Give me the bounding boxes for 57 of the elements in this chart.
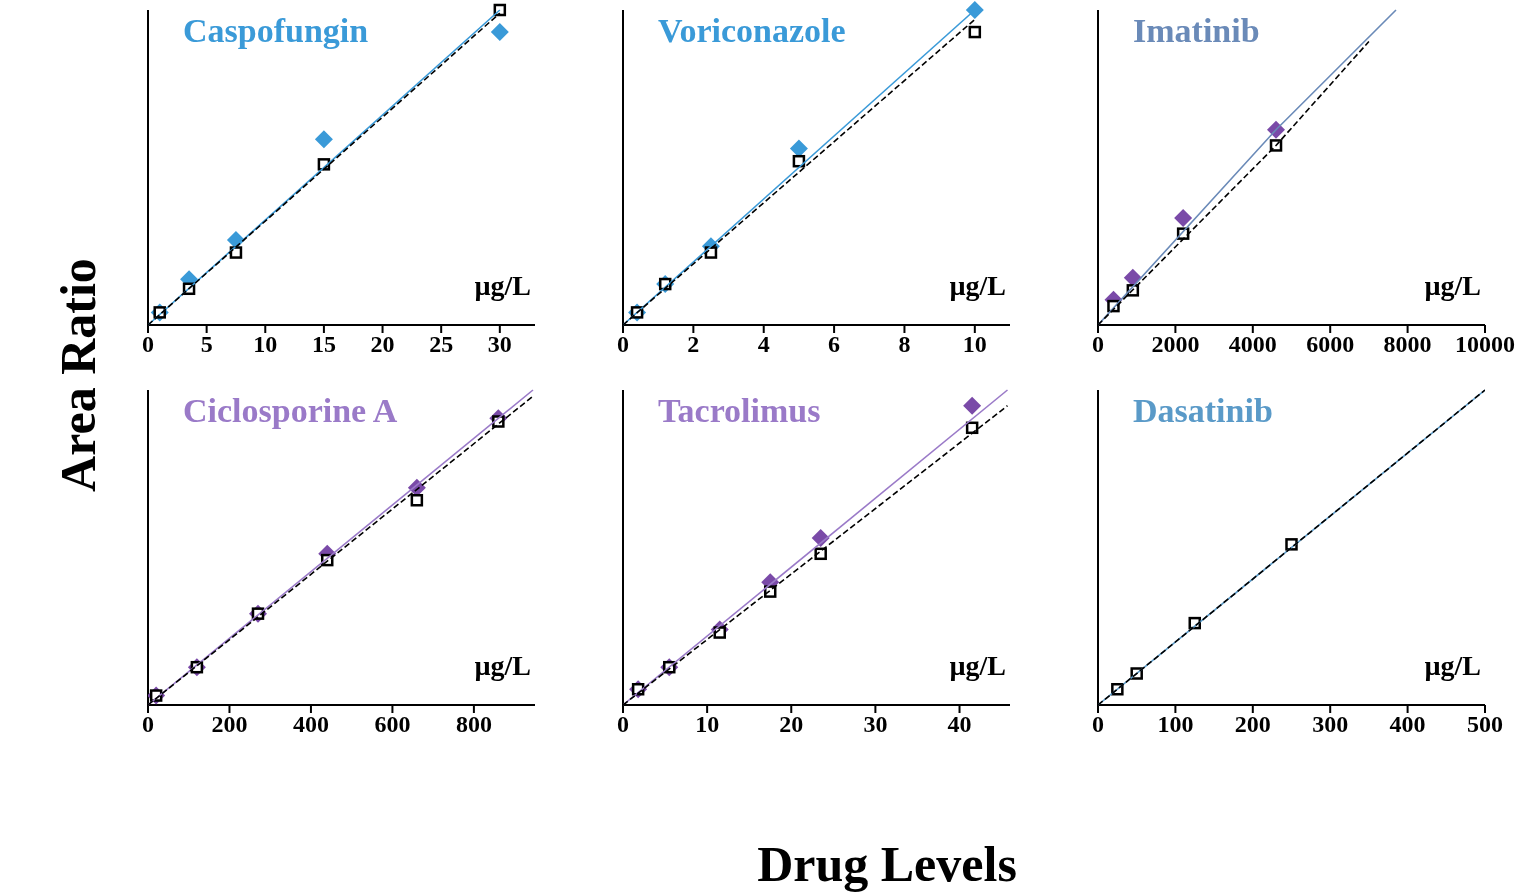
x-tick-label: 10: [253, 331, 278, 358]
x-tick-label: 600: [374, 711, 411, 738]
x-tick-label: 10: [695, 711, 720, 738]
annotation: µg/L: [949, 270, 1006, 302]
chart-title: Imatinib: [1133, 12, 1260, 50]
x-tick-label: 2000: [1151, 331, 1200, 358]
x-tick-label: 0: [617, 711, 629, 738]
annotation: µg/L: [474, 270, 531, 302]
x-tick-label: 200: [211, 711, 248, 738]
x-tick-label: 10000: [1455, 331, 1515, 358]
x-axis-title: Drug Levels: [757, 835, 1017, 893]
x-tick-label: 200: [1234, 711, 1271, 738]
x-tick-label: 0: [1092, 711, 1104, 738]
x-tick-label: 20: [370, 331, 395, 358]
x-tick-label: 400: [292, 711, 329, 738]
annotation: µg/L: [1424, 270, 1481, 302]
x-tick-label: 100: [1157, 711, 1194, 738]
x-tick-label: 500: [1467, 711, 1503, 738]
x-tick-label: 25: [429, 331, 454, 358]
x-tick-label: 8000: [1383, 331, 1432, 358]
x-tick-label: 20: [779, 711, 804, 738]
x-tick-label: 40: [947, 711, 972, 738]
annotation: µg/L: [1424, 650, 1481, 682]
x-tick-label: 30: [487, 331, 512, 358]
point: [410, 494, 424, 507]
annotation: µg/L: [474, 650, 531, 682]
point: [965, 1, 984, 19]
point: [229, 246, 243, 259]
x-tick-label: 6: [828, 331, 841, 358]
point: [968, 25, 982, 39]
x-tick-label: 4000: [1228, 331, 1277, 358]
chart-title: Caspofungin: [183, 12, 369, 50]
x-tick-label: 6000: [1306, 331, 1355, 358]
point: [314, 130, 333, 149]
x-tick-label: 10: [962, 331, 987, 358]
x-tick-label: 0: [142, 711, 154, 738]
x-tick-label: 2: [687, 331, 700, 358]
x-tick-label: 5: [200, 331, 213, 358]
x-tick-label: 0: [142, 331, 154, 358]
x-tick-label: 0: [617, 331, 629, 358]
point: [1174, 208, 1193, 227]
point: [963, 396, 982, 415]
x-tick-label: 8: [898, 331, 911, 358]
x-tick-label: 30: [863, 711, 888, 738]
chart-title: Dasatinib: [1133, 392, 1273, 430]
x-tick-label: 800: [455, 711, 492, 738]
point: [490, 23, 509, 42]
chart-title: Ciclosporine A: [183, 392, 398, 430]
x-tick-label: 15: [311, 331, 336, 358]
x-tick-label: 4: [757, 331, 770, 358]
y-axis-title: Area Ratio: [49, 258, 107, 492]
annotation: µg/L: [949, 650, 1006, 682]
x-tick-label: 300: [1312, 711, 1349, 738]
x-tick-label: 400: [1389, 711, 1426, 738]
x-tick-label: 0: [1092, 331, 1104, 358]
chart-title: Voriconazole: [658, 12, 846, 50]
chart-title: Tacrolimus: [658, 392, 821, 430]
